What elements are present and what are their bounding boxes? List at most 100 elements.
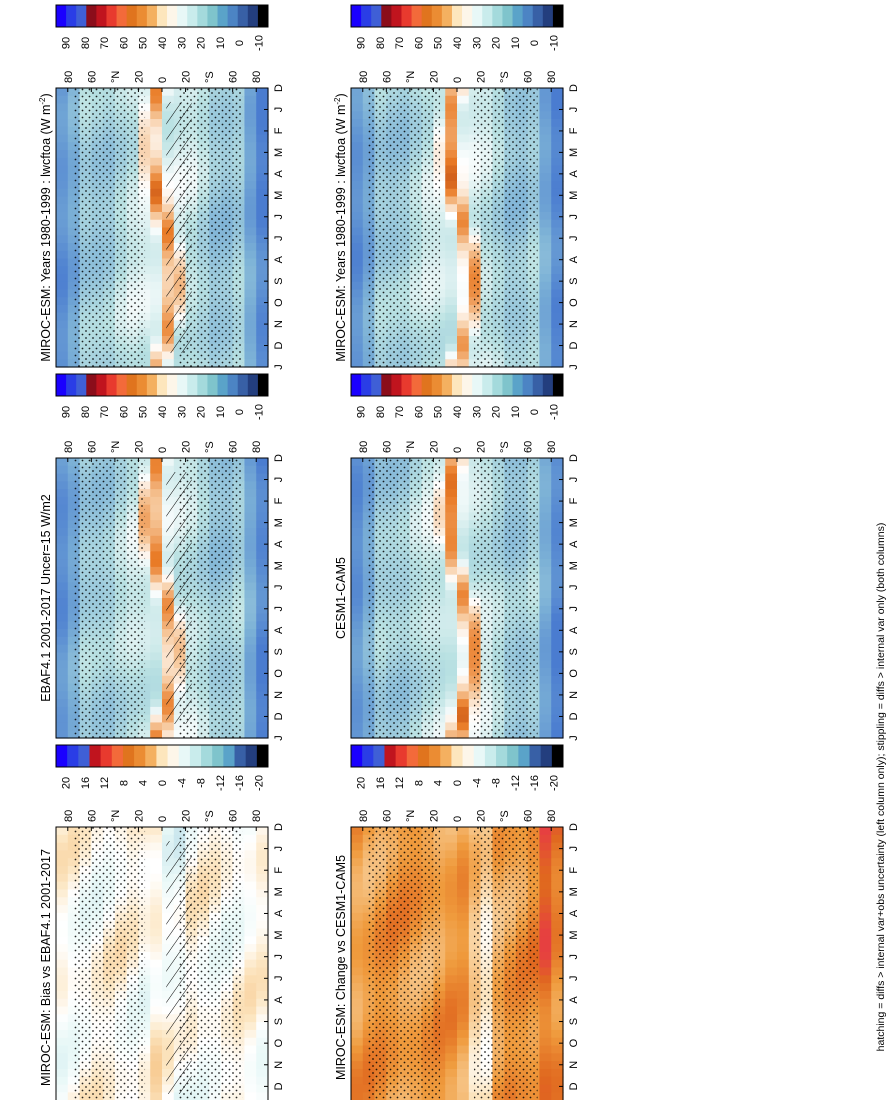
heatmap-cell (56, 1045, 69, 1054)
colorbar-swatch (431, 374, 443, 396)
heatmap-cell (56, 912, 69, 922)
heatmap-cell (244, 520, 257, 529)
heatmap-cell (539, 959, 552, 969)
heatmap-cell (150, 111, 163, 120)
colorbar-swatch (451, 745, 463, 767)
heatmap-cell (351, 842, 364, 852)
heatmap-cell (445, 1076, 458, 1086)
heatmap-cell (56, 473, 69, 482)
month-tick-label: D (568, 342, 580, 350)
heatmap-cell (351, 520, 364, 529)
heatmap-cell (539, 928, 552, 937)
heatmap-cell (56, 134, 69, 143)
heatmap-cell (457, 188, 470, 198)
colorbar: 20 16 12 8 4 0 -4 -8 -12 -16 -20 (55, 744, 269, 791)
month-tick-label: A (568, 255, 580, 263)
heatmap-cell (445, 165, 458, 174)
heatmap-cell (551, 928, 564, 937)
heatmap-cell (244, 250, 257, 260)
heatmap-cell (351, 134, 364, 143)
heatmap-cell (351, 660, 364, 669)
stippling-region (367, 827, 441, 1100)
colorbar-swatch (136, 5, 148, 27)
month-tick-label: S (273, 1018, 285, 1025)
heatmap-cell (351, 543, 364, 552)
heatmap-cell (150, 660, 163, 669)
heatmap-cell (457, 936, 470, 945)
colorbar-swatch (496, 745, 508, 767)
heatmap-cell (244, 912, 257, 922)
heatmap-cell (539, 1076, 552, 1086)
heatmap-cell (351, 668, 364, 677)
heatmap-cell (539, 590, 552, 599)
heatmap-cell (457, 605, 470, 615)
colorbar-swatch (177, 374, 188, 396)
heatmap-cell (256, 1076, 269, 1086)
heatmap-cell (445, 873, 458, 883)
colorbar-swatch (223, 745, 235, 767)
heatmap-cell (56, 683, 69, 692)
heatmap-cell (244, 905, 257, 914)
heatmap-cell (150, 88, 163, 97)
heatmap-cell (445, 714, 458, 724)
heatmap-cell (539, 827, 552, 836)
month-tick-label: N (273, 1061, 285, 1069)
heatmap-cell (150, 1061, 163, 1070)
heatmap-cell (457, 95, 470, 105)
heatmap-cell (351, 489, 364, 498)
heatmap-cell (244, 496, 257, 506)
heatmap-cell (457, 1053, 470, 1062)
heatmap-cell (256, 111, 269, 120)
heatmap-cell (539, 629, 552, 638)
heatmap-cell (351, 312, 364, 322)
heatmap-cell (56, 920, 69, 930)
month-tick-label: D (273, 342, 285, 350)
heatmap-cell (445, 566, 458, 576)
heatmap-cell (457, 266, 470, 275)
heatmap-cell (256, 157, 269, 167)
heatmap-cell (150, 866, 163, 875)
heatmap-cell (244, 660, 257, 669)
heatmap-cell (445, 858, 458, 867)
heatmap-cell (150, 936, 163, 945)
colorbar-swatch (212, 745, 224, 767)
month-tick-label: J (273, 214, 285, 220)
heatmap-cell (150, 959, 163, 969)
heatmap-cell (150, 196, 163, 205)
heatmap-cell (244, 1029, 257, 1039)
heatmap-cell (551, 274, 564, 283)
heatmap-cell (351, 566, 364, 576)
heatmap-cell (539, 990, 552, 1000)
heatmap-cell (150, 551, 163, 560)
heatmap-cell (56, 1014, 69, 1023)
heatmap-cell (256, 636, 269, 646)
heatmap-cell (457, 150, 470, 159)
heatmap-cell (457, 359, 470, 368)
heatmap-cell (457, 543, 470, 552)
heatmap-cell (445, 936, 458, 945)
month-tick-label: M (568, 930, 580, 939)
heatmap-cell (150, 289, 163, 298)
heatmap-cell (56, 173, 69, 182)
heatmap-cell (457, 1084, 470, 1093)
heatmap-cell (351, 574, 364, 584)
heatmap-cell (244, 227, 257, 236)
month-tick-label: F (273, 497, 285, 504)
heatmap-cell (539, 312, 552, 322)
heatmap-cell (256, 243, 269, 252)
heatmap-cell (457, 598, 470, 607)
colorbar-swatch (411, 5, 423, 27)
colorbar-swatch (122, 745, 135, 767)
heatmap-cell (56, 928, 69, 937)
colorbar: 90 80 70 60 50 40 30 20 10 0 -10 (55, 4, 269, 51)
heatmap-cell (162, 351, 175, 360)
month-tick-label: D (273, 712, 285, 720)
heatmap-cell (445, 850, 458, 859)
heatmap-cell (539, 889, 552, 898)
heatmap-cell (351, 528, 364, 537)
colorbar-swatch (146, 5, 158, 27)
heatmap-cell (539, 134, 552, 143)
heatmap-cell (56, 1006, 69, 1015)
heatmap-cell (445, 458, 458, 467)
colorbar-swatch (482, 5, 493, 27)
